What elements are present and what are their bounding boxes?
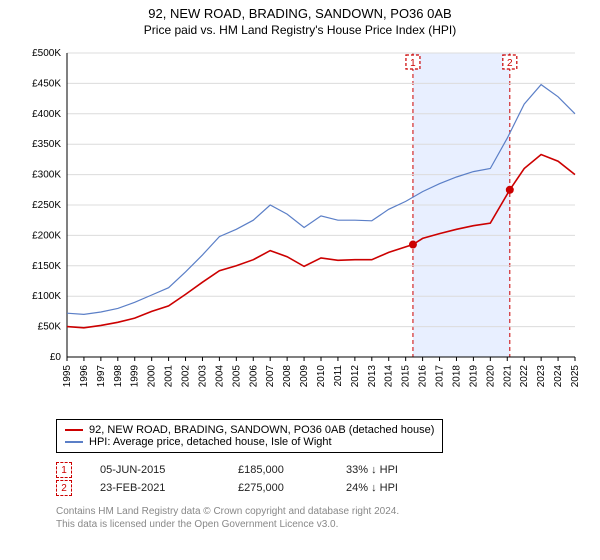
svg-text:2017: 2017: [435, 365, 446, 388]
svg-text:2016: 2016: [418, 365, 429, 388]
svg-text:2000: 2000: [147, 365, 158, 388]
chart-area: £0 £50K £100K £150K £200K £250K £300K £350K £400…: [15, 45, 585, 415]
chart-svg: £0 £50K £100K £150K £200K £250K £300K £350K £400…: [15, 45, 585, 415]
legend-swatch-1: [65, 441, 83, 443]
svg-text:1999: 1999: [130, 365, 141, 388]
svg-text:2021: 2021: [502, 365, 513, 388]
title-line2: Price paid vs. HM Land Registry's House …: [144, 23, 456, 37]
svg-text:2006: 2006: [248, 365, 259, 388]
sale-num-1: 2: [56, 480, 72, 496]
sale-diff-0: 33% ↓ HPI: [346, 464, 456, 476]
sale-row-1: 2 23-FEB-2021 £275,000 24% ↓ HPI: [56, 479, 556, 497]
title-block: 92, NEW ROAD, BRADING, SANDOWN, PO36 0AB…: [144, 0, 456, 37]
svg-text:2: 2: [507, 58, 513, 69]
sale-price-0: £185,000: [238, 464, 318, 476]
copyright-line2: This data is licensed under the Open Gov…: [56, 518, 399, 531]
svg-text:£500K: £500K: [32, 48, 61, 59]
svg-text:£300K: £300K: [32, 170, 61, 181]
svg-text:2013: 2013: [367, 365, 378, 388]
svg-text:£150K: £150K: [32, 261, 61, 272]
svg-text:2008: 2008: [282, 365, 293, 388]
svg-text:2014: 2014: [384, 365, 395, 388]
svg-text:£0: £0: [50, 352, 62, 363]
legend-label-1: HPI: Average price, detached house, Isle…: [89, 436, 332, 448]
sale-row-0: 1 05-JUN-2015 £185,000 33% ↓ HPI: [56, 461, 556, 479]
sale-num-0: 1: [56, 462, 72, 478]
svg-text:2015: 2015: [401, 365, 412, 388]
svg-text:2022: 2022: [519, 365, 530, 388]
svg-text:2011: 2011: [333, 365, 344, 387]
svg-text:£450K: £450K: [32, 78, 61, 89]
sale-table: 1 05-JUN-2015 £185,000 33% ↓ HPI 2 23-FE…: [56, 461, 556, 497]
svg-text:£250K: £250K: [32, 200, 61, 211]
page-root: 92, NEW ROAD, BRADING, SANDOWN, PO36 0AB…: [0, 0, 600, 560]
legend-row-0: 92, NEW ROAD, BRADING, SANDOWN, PO36 0AB…: [65, 424, 434, 436]
svg-text:2018: 2018: [451, 365, 462, 388]
copyright-line1: Contains HM Land Registry data © Crown c…: [56, 505, 399, 518]
sale-date-1: 23-FEB-2021: [100, 482, 210, 494]
svg-text:1997: 1997: [96, 365, 107, 388]
svg-text:£100K: £100K: [32, 291, 61, 302]
svg-text:2025: 2025: [570, 365, 581, 388]
svg-text:2012: 2012: [350, 365, 361, 388]
svg-text:1995: 1995: [62, 365, 73, 388]
svg-text:1: 1: [410, 58, 416, 69]
svg-text:2024: 2024: [553, 365, 564, 388]
svg-text:£200K: £200K: [32, 230, 61, 241]
copyright: Contains HM Land Registry data © Crown c…: [56, 505, 399, 531]
svg-text:2002: 2002: [181, 365, 192, 388]
svg-text:2010: 2010: [316, 365, 327, 388]
legend-swatch-0: [65, 429, 83, 431]
sale-price-1: £275,000: [238, 482, 318, 494]
svg-text:2019: 2019: [468, 365, 479, 388]
svg-text:2005: 2005: [231, 365, 242, 388]
sale-diff-1: 24% ↓ HPI: [346, 482, 456, 494]
svg-text:2009: 2009: [299, 365, 310, 388]
svg-text:2020: 2020: [485, 365, 496, 388]
legend: 92, NEW ROAD, BRADING, SANDOWN, PO36 0AB…: [56, 419, 443, 453]
svg-text:2023: 2023: [536, 365, 547, 388]
title-line1: 92, NEW ROAD, BRADING, SANDOWN, PO36 0AB: [144, 6, 456, 21]
legend-row-1: HPI: Average price, detached house, Isle…: [65, 436, 434, 448]
svg-text:2007: 2007: [265, 365, 276, 388]
svg-text:2003: 2003: [197, 365, 208, 388]
svg-text:1996: 1996: [79, 365, 90, 388]
svg-text:£50K: £50K: [38, 322, 62, 333]
svg-text:2004: 2004: [214, 365, 225, 388]
svg-text:1998: 1998: [113, 365, 124, 388]
legend-label-0: 92, NEW ROAD, BRADING, SANDOWN, PO36 0AB…: [89, 424, 434, 436]
svg-text:£400K: £400K: [32, 109, 61, 120]
svg-text:£350K: £350K: [32, 139, 61, 150]
sale-date-0: 05-JUN-2015: [100, 464, 210, 476]
svg-text:2001: 2001: [164, 365, 175, 388]
